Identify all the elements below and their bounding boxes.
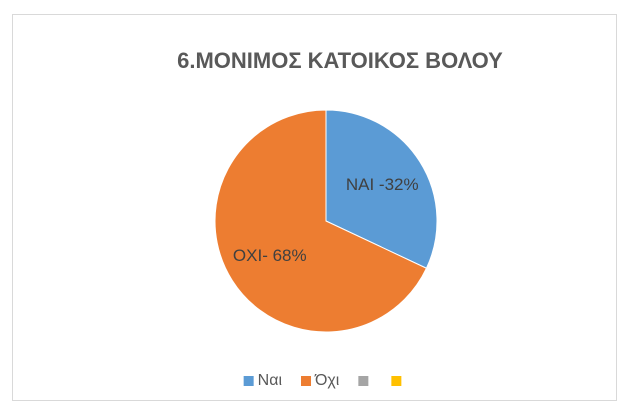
- legend-swatch: [243, 376, 254, 386]
- pie-slice: [325, 109, 438, 269]
- legend-label: Όχι: [314, 372, 340, 389]
- data-label: ΝΑΙ -32%: [346, 175, 419, 194]
- legend-label: Ναι: [258, 372, 283, 389]
- legend-swatch: [358, 376, 369, 386]
- data-labels: ΝΑΙ -32% ΟΧΙ- 68%: [233, 175, 419, 265]
- data-label: ΟΧΙ- 68%: [233, 246, 307, 265]
- legend-swatch: [391, 376, 402, 386]
- chart-title: 6.ΜΟΝΙΜΟΣ ΚΑΤΟΙΚΟΣ ΒΟΛΟΥ: [177, 48, 503, 73]
- pie: [214, 109, 438, 333]
- pie-slice: [214, 109, 428, 333]
- legend: Ναι Όχι: [243, 372, 402, 389]
- legend-swatch: [301, 376, 312, 386]
